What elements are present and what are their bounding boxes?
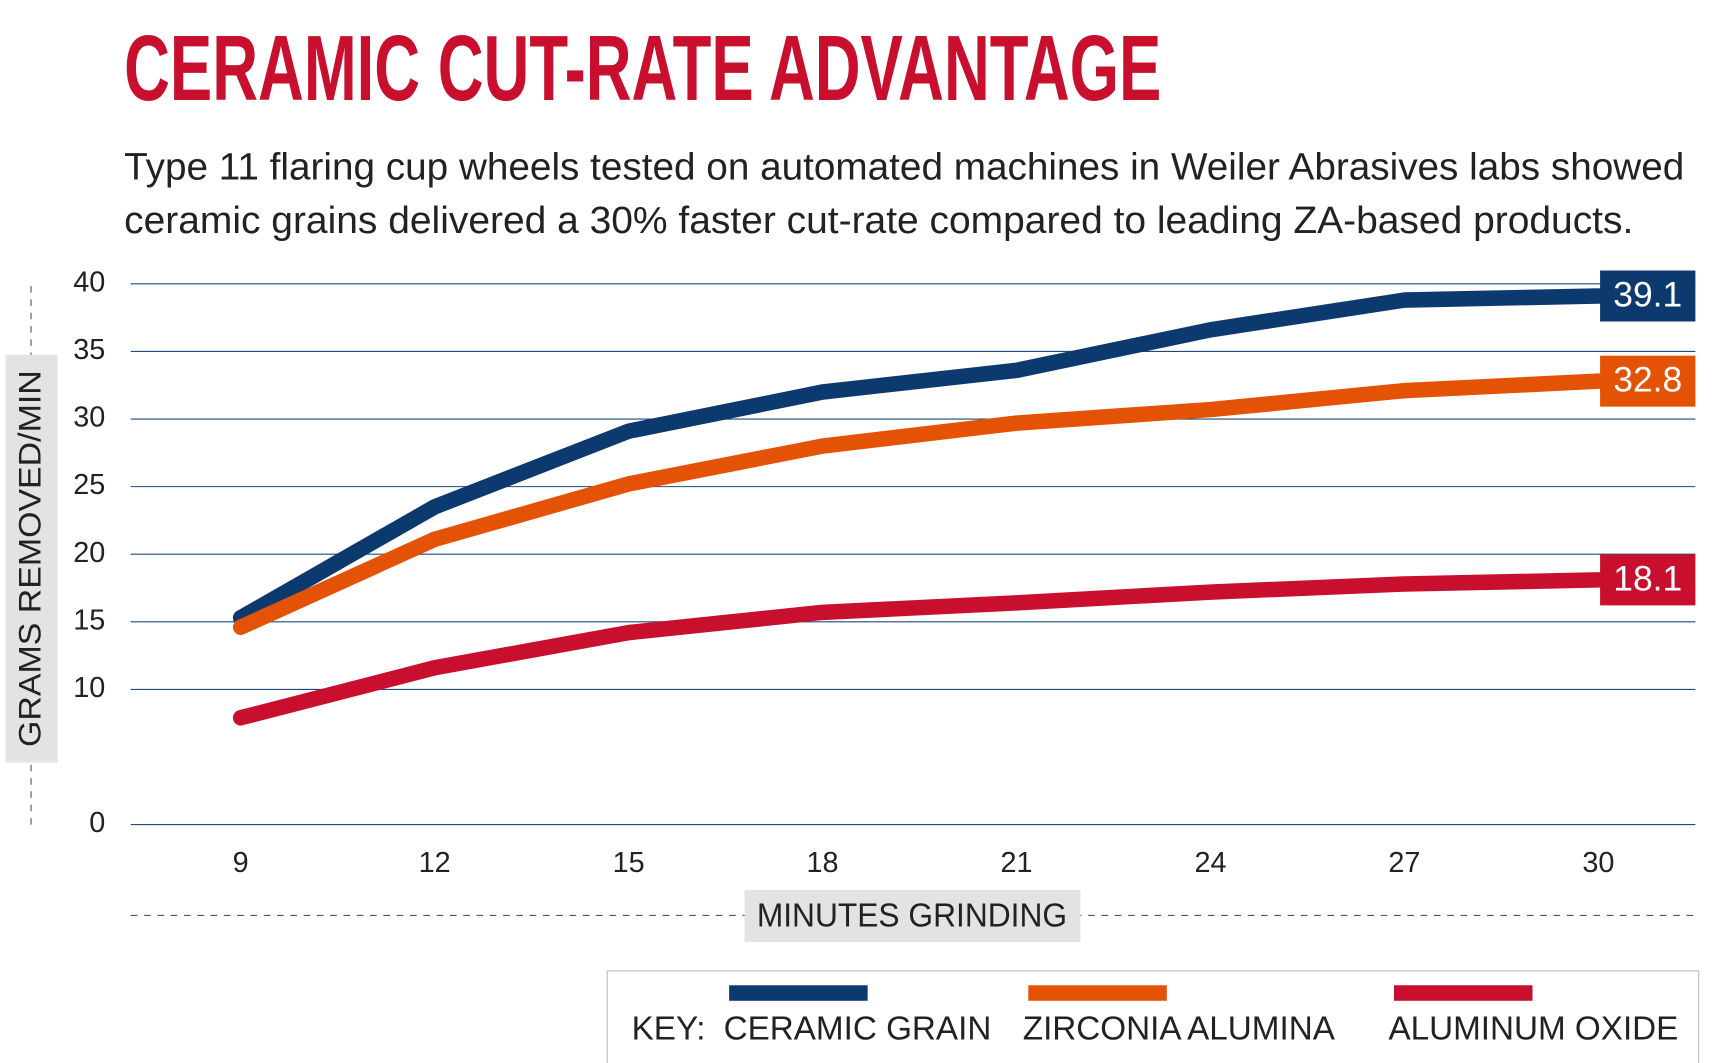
x-tick-label: 9 bbox=[233, 847, 249, 879]
legend-swatch bbox=[1028, 985, 1167, 1001]
legend-label: ZIRCONIA ALUMINA bbox=[1023, 1010, 1336, 1047]
y-tick-label: 40 bbox=[73, 266, 105, 298]
legend-label: ALUMINUM OXIDE bbox=[1388, 1010, 1678, 1047]
x-tick-label: 18 bbox=[807, 847, 839, 879]
end-label: 39.1 bbox=[1613, 274, 1682, 314]
y-tick-label: 35 bbox=[73, 334, 105, 366]
y-tick-label: 0 bbox=[89, 807, 105, 839]
series-line bbox=[232, 572, 1607, 726]
y-tick-label: 10 bbox=[73, 672, 105, 704]
subtitle: Type 11 flaring cup wheels tested on aut… bbox=[124, 146, 1684, 188]
series-line bbox=[232, 373, 1607, 635]
x-tick-label: 24 bbox=[1194, 847, 1226, 879]
y-tick-label: 25 bbox=[73, 469, 105, 501]
subtitle: ceramic grains delivered a 30% faster cu… bbox=[124, 199, 1633, 241]
y-tick-label: 30 bbox=[73, 402, 105, 434]
x-tick-label: 12 bbox=[419, 847, 451, 879]
y-tick-label: 20 bbox=[73, 537, 105, 569]
legend-swatch bbox=[729, 985, 868, 1001]
x-axis-label: MINUTES GRINDING bbox=[757, 897, 1067, 934]
y-label-box bbox=[5, 354, 58, 763]
series-line bbox=[232, 288, 1607, 626]
x-tick-label: 30 bbox=[1582, 847, 1614, 879]
y-tick-label: 15 bbox=[73, 604, 105, 636]
end-label-box bbox=[1600, 554, 1696, 606]
legend-title: KEY: bbox=[632, 1010, 706, 1047]
chart-title: CERAMIC CUT-RATE ADVANTAGE bbox=[124, 16, 1161, 120]
legend-swatch bbox=[1393, 985, 1533, 1001]
x-tick-label: 21 bbox=[1000, 847, 1032, 879]
y-axis-label: GRAMS REMOVED/MIN bbox=[12, 370, 47, 747]
legend-label: CERAMIC GRAIN bbox=[724, 1010, 992, 1047]
end-label: 18.1 bbox=[1613, 558, 1682, 598]
x-tick-label: 15 bbox=[613, 847, 645, 879]
x-label-box bbox=[744, 889, 1081, 943]
end-label: 32.8 bbox=[1613, 360, 1682, 400]
x-tick-label: 27 bbox=[1388, 847, 1420, 879]
end-label-box bbox=[1600, 355, 1696, 407]
end-label-box bbox=[1600, 270, 1696, 322]
